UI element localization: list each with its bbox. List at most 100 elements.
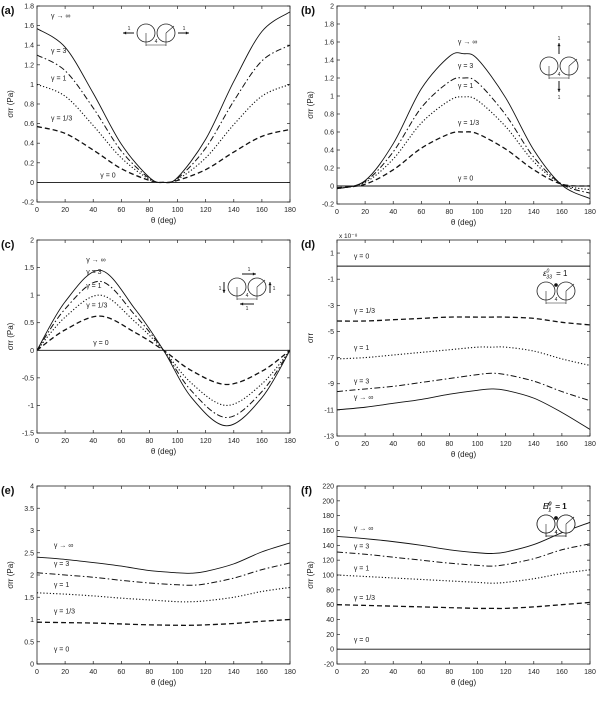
series-label: γ = 0 <box>354 637 369 644</box>
inset-dim-label: 4 <box>555 297 558 303</box>
x-tick-label: 160 <box>556 441 568 448</box>
y-tick-label: 1 <box>30 617 34 624</box>
panel-b: 0 20 40 60 80 100 120 140 160 180-0.200.20.40.60.… <box>301 4 596 228</box>
force-label: 1 <box>128 26 131 32</box>
force-arrowhead <box>240 302 244 306</box>
x-tick-label: 60 <box>117 438 125 445</box>
inset-dot <box>554 283 558 287</box>
panel-f: 0 20 40 60 80 100 120 140 160 180-200204060801001… <box>301 484 596 688</box>
series-label: γ = 3 <box>354 379 369 386</box>
x-tick-label: 100 <box>172 438 184 445</box>
y-tick-label: 2.5 <box>24 550 34 557</box>
plot-frame <box>36 485 291 665</box>
y-tick-label: 4 <box>30 484 34 491</box>
inset-radius-line <box>568 58 578 67</box>
series-label: γ → ∞ <box>54 542 73 549</box>
series-label: γ = 1 <box>354 345 369 352</box>
y-tick-label: 0.6 <box>24 121 34 128</box>
y-tick-label: -1 <box>328 277 334 284</box>
series-label: γ = 3 <box>86 269 101 276</box>
y-axis-label: σrr (Pa) <box>306 561 315 589</box>
series-label: γ = 1 <box>354 566 369 573</box>
y-axis-label: σrr (Pa) <box>6 322 15 350</box>
y-tick-label: 2 <box>30 573 34 580</box>
series-line-3 <box>37 618 290 626</box>
x-tick-label: 20 <box>361 669 369 676</box>
series-label: γ = 3 <box>54 561 69 568</box>
inset-schematic: 4 1 1 1 1 <box>219 267 276 312</box>
series-line-1 <box>37 562 290 586</box>
series-label: γ → ∞ <box>51 13 70 20</box>
y-tick-label: 0.4 <box>24 141 34 148</box>
x-tick-label: 100 <box>172 669 184 676</box>
series-label: γ = 1/3 <box>354 595 375 602</box>
x-tick-label: 120 <box>500 209 512 216</box>
x-tick-label: 40 <box>89 207 97 214</box>
x-tick-label: 180 <box>284 207 296 214</box>
panel-e: 0 20 40 60 80 100 120 140 160 18000.511.522.533.5… <box>1 484 576 687</box>
series-group <box>337 521 590 650</box>
y-tick-label: 1.4 <box>324 58 334 65</box>
x-tick-label: 0 <box>335 669 339 676</box>
y-tick-label: 0.5 <box>24 639 34 646</box>
series-line-3 <box>37 125 290 184</box>
y-tick-label: 220 <box>322 484 334 491</box>
x-tick-label: 100 <box>172 207 184 214</box>
panel-label: (e) <box>1 485 15 497</box>
y-tick-label: 140 <box>322 543 334 550</box>
series-group <box>337 265 590 430</box>
y-tick-label: 0 <box>30 348 34 355</box>
x-tick-label: 180 <box>284 438 296 445</box>
y-tick-label: -0.2 <box>22 200 34 207</box>
x-tick-label: 80 <box>146 207 154 214</box>
series-line-3 <box>337 316 590 326</box>
y-tick-label: 0 <box>330 647 334 654</box>
series-group <box>337 52 590 200</box>
series-line-1 <box>37 44 290 184</box>
x-tick-label: 140 <box>528 209 540 216</box>
y-tick-label: 1.6 <box>24 23 34 30</box>
series-label: γ = 1 <box>86 283 101 290</box>
inset-dim-label: 4 <box>246 293 249 299</box>
y-tick-label: 1.2 <box>324 76 334 83</box>
series-line-0 <box>337 388 590 430</box>
inset-dot <box>554 516 558 520</box>
series-line-1 <box>337 77 590 194</box>
series-label: γ → ∞ <box>458 39 477 46</box>
inset-formula: H0 1 = 1 <box>543 502 567 514</box>
series-label: γ = 1/3 <box>51 116 72 123</box>
y-tick-label: 0.4 <box>324 148 334 155</box>
x-tick-label: 120 <box>500 669 512 676</box>
x-tick-label: 180 <box>584 441 596 448</box>
y-tick-label: 0.5 <box>24 320 34 327</box>
x-tick-label: 180 <box>584 669 596 676</box>
x-tick-label: 140 <box>228 207 240 214</box>
y-tick-label: 1.6 <box>324 40 334 47</box>
y-axis-label: σrr (Pa) <box>306 91 315 119</box>
series-label: γ → ∞ <box>86 257 105 264</box>
y-tick-label: -11 <box>324 407 334 414</box>
panel-c: 0 20 40 60 80 100 120 140 160 180 -1.5 -1 -0.5 0 0.5 1 1… <box>1 238 296 457</box>
y-tick-label: 0.8 <box>324 112 334 119</box>
y-tick-label: 40 <box>326 617 334 624</box>
series-line-2 <box>37 83 290 184</box>
series-line-1 <box>337 372 590 402</box>
series-label: γ = 1 <box>51 75 66 82</box>
y-tick-label: 180 <box>322 513 334 520</box>
series-group <box>37 269 290 427</box>
y-tick-label: 0 <box>30 180 34 187</box>
y-axis-label: σrr (Pa) <box>6 561 15 589</box>
x-tick-label: 120 <box>500 441 512 448</box>
x-tick-label: 120 <box>200 207 212 214</box>
y-tick-label: 20 <box>326 632 334 639</box>
y-tick-label: 1 <box>330 94 334 101</box>
inset-radius-line <box>565 516 575 525</box>
axis-exponent: x 10⁻⁸ <box>339 233 358 240</box>
x-tick-label: 60 <box>417 669 425 676</box>
x-tick-label: 60 <box>117 669 125 676</box>
force-arrowhead <box>222 289 226 293</box>
x-axis-label: θ (deg) <box>451 450 477 459</box>
force-label: 1 <box>558 95 561 101</box>
y-tick-label: 2 <box>30 238 34 245</box>
y-tick-label: -0.2 <box>322 202 334 209</box>
